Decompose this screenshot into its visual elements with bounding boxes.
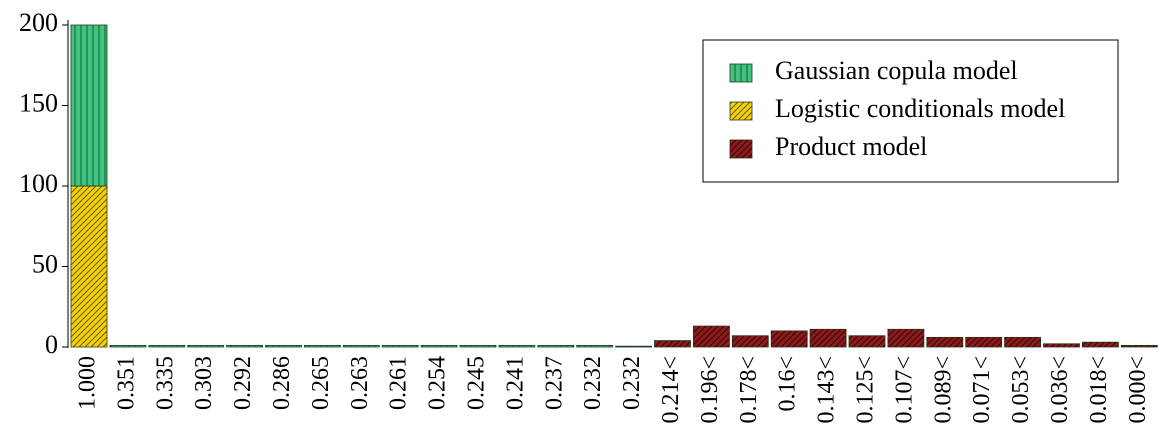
x-tick-label: 0.107< xyxy=(891,356,917,424)
bar xyxy=(965,336,1003,348)
x-tick-label: 0.232 xyxy=(580,356,606,410)
bar xyxy=(693,325,730,348)
bar-hatch xyxy=(226,345,263,347)
bar xyxy=(887,328,925,348)
x-tick-label: 0.178< xyxy=(736,356,762,424)
bar xyxy=(226,344,264,348)
x-tick-label: 0.16< xyxy=(775,356,801,412)
bar xyxy=(420,344,458,348)
x-tick-label: 0.263 xyxy=(347,356,373,410)
bar-hatch xyxy=(304,345,341,347)
bar-hatch xyxy=(887,329,924,347)
y-tick-label: 50 xyxy=(32,249,58,278)
bar-hatch xyxy=(693,326,730,347)
bar-hatch xyxy=(654,340,691,347)
bar xyxy=(303,344,341,348)
x-tick-label: 0.018< xyxy=(1086,356,1112,424)
x-tick-label: 0.237 xyxy=(541,356,567,410)
bar xyxy=(926,336,964,348)
x-tick-label: 0.245 xyxy=(464,356,490,410)
x-tick-label: 0.143< xyxy=(814,356,840,424)
bar xyxy=(265,344,302,348)
bar xyxy=(342,344,380,348)
bar xyxy=(537,344,575,348)
bar-hatch xyxy=(810,329,847,347)
bar-hatch xyxy=(732,335,769,347)
bar xyxy=(70,185,108,348)
x-tick-label: 0.261 xyxy=(386,356,412,410)
x-tick-label: 0.196< xyxy=(697,356,723,424)
x-tick-label: 0.254 xyxy=(425,356,451,410)
x-tick-label: 0.089< xyxy=(930,356,956,424)
x-tick-label: 1.000 xyxy=(75,356,101,410)
bar-hatch xyxy=(537,345,574,347)
bar-hatch xyxy=(148,345,185,347)
bar-hatch xyxy=(1121,345,1158,347)
x-tick-label: 0.286 xyxy=(269,356,295,410)
bar xyxy=(731,335,769,348)
x-tick-label: 0.241 xyxy=(502,356,528,410)
legend-swatch-hatch xyxy=(730,102,752,120)
legend-label: Product model xyxy=(775,132,927,161)
bar-hatch xyxy=(1043,343,1080,347)
bar xyxy=(459,344,497,348)
legend-swatch-hatch xyxy=(730,140,752,158)
bar xyxy=(381,344,419,348)
bar-hatch xyxy=(1004,337,1041,347)
x-tick-label: 0.125< xyxy=(853,356,879,424)
y-tick-label: 100 xyxy=(19,169,58,198)
legend-box xyxy=(702,39,1119,183)
bar xyxy=(848,335,886,348)
x-tick-label: 0.335 xyxy=(152,356,178,410)
bar-hatch xyxy=(498,345,535,347)
x-tick-label: 0.351 xyxy=(113,356,139,410)
bar-hatch xyxy=(771,330,808,347)
bar xyxy=(498,344,536,348)
bar-hatch xyxy=(71,25,107,186)
bar-hatch xyxy=(187,345,224,347)
bar xyxy=(1043,343,1080,348)
bar xyxy=(70,24,108,187)
x-tick-label: 0.000< xyxy=(1125,356,1151,424)
bar xyxy=(809,328,847,348)
x-tick-label: 0.053< xyxy=(1008,356,1034,424)
y-tick-label: 150 xyxy=(19,88,58,117)
bar-hatch xyxy=(576,345,613,347)
bar xyxy=(654,340,691,348)
x-tick-label: 0.292 xyxy=(230,356,256,410)
x-tick-label: 0.232 xyxy=(619,356,645,410)
y-tick-label: 200 xyxy=(19,8,58,37)
bar-hatch xyxy=(71,186,107,347)
bar-hatch xyxy=(1082,342,1119,347)
bar-hatch xyxy=(382,345,419,347)
bar xyxy=(148,344,186,348)
x-tick-label: 0.265 xyxy=(308,356,334,410)
bar xyxy=(576,344,614,348)
bar xyxy=(1082,341,1119,348)
bar-hatch xyxy=(615,346,652,347)
bar xyxy=(1004,336,1041,348)
bar-hatch xyxy=(460,345,496,347)
bar-hatch xyxy=(926,337,963,347)
bar-hatch xyxy=(849,335,885,347)
x-tick-label: 0.303 xyxy=(191,356,217,410)
x-tick-label: 0.214< xyxy=(658,356,684,424)
bar-hatch xyxy=(421,345,458,347)
bar-hatch xyxy=(265,345,302,347)
bar xyxy=(187,344,225,348)
bar-hatch xyxy=(343,345,380,347)
bar xyxy=(1120,344,1158,348)
bar-hatch xyxy=(109,345,146,347)
x-tick-label: 0.071< xyxy=(969,356,995,424)
x-tick-label: 0.036< xyxy=(1047,356,1073,424)
legend-label: Logistic conditionals model xyxy=(775,94,1065,123)
legend-label: Gaussian copula model xyxy=(775,56,1018,85)
bar xyxy=(109,344,147,348)
bar xyxy=(770,330,808,348)
y-tick-label: 0 xyxy=(45,330,58,359)
bar-hatch xyxy=(965,337,1002,347)
bar xyxy=(615,345,652,348)
legend-swatch-hatch xyxy=(730,64,752,82)
